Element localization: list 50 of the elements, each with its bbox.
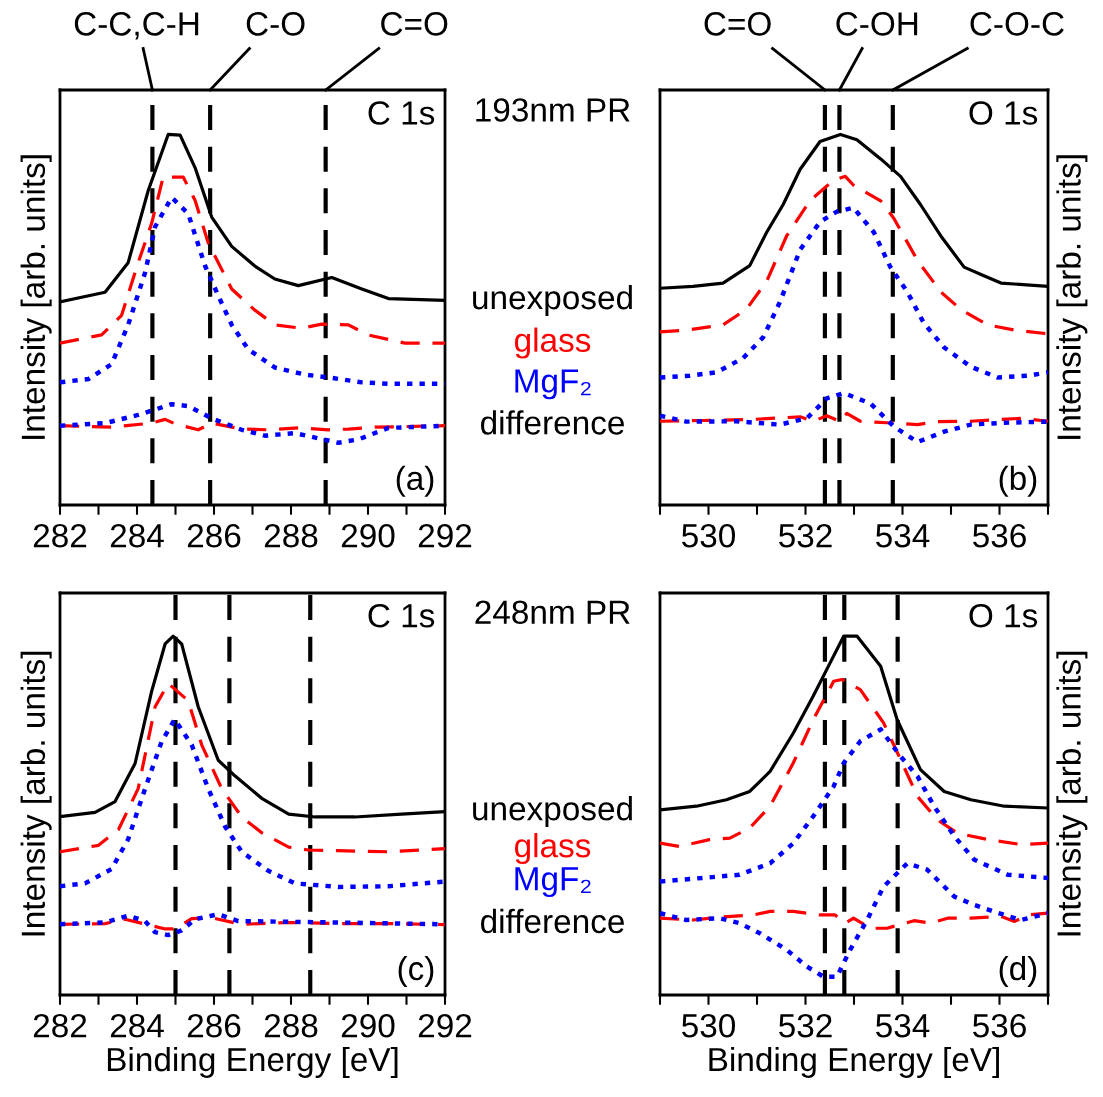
x-tick-label: 292 xyxy=(418,523,472,548)
text: glass xyxy=(514,833,591,865)
text: glass xyxy=(514,327,591,359)
annotation: (b) xyxy=(999,465,1037,497)
x-tick-label: 530 xyxy=(682,1013,736,1038)
chart-title: C 1s xyxy=(368,603,435,628)
ref-line-label: C=O xyxy=(381,12,448,36)
x-tick-label: 290 xyxy=(341,1013,395,1038)
ref-line-label: C-O xyxy=(246,12,305,36)
text: difference xyxy=(481,908,624,934)
x-tick-label: 530 xyxy=(682,523,736,548)
ref-line-label: C-OH xyxy=(836,12,918,36)
text: 193nm PR xyxy=(476,98,630,122)
y-axis-title: Intensity [arb. units] xyxy=(1056,155,1088,439)
x-tick-label: 284 xyxy=(110,523,164,548)
x-tick-label: 536 xyxy=(973,523,1026,548)
x-tick-label: 284 xyxy=(110,1013,164,1038)
x-tick-label: 290 xyxy=(341,523,395,548)
x-tick-label: 536 xyxy=(973,1013,1026,1038)
x-tick-label: 534 xyxy=(876,523,930,548)
chart-title: O 1s xyxy=(969,101,1038,125)
text: MgF₂ xyxy=(515,867,591,898)
chart-title: O 1s xyxy=(969,603,1038,628)
ref-line-label: C-C,C-H xyxy=(74,12,199,40)
x-axis-title: Binding Energy [eV] xyxy=(709,1046,999,1078)
x-tick-label: 282 xyxy=(33,1013,87,1038)
x-tick-label: 288 xyxy=(264,523,318,548)
text: MgF₂ xyxy=(515,369,591,400)
annotation: (d) xyxy=(999,955,1037,987)
x-tick-label: 532 xyxy=(779,1013,832,1038)
y-axis-title: Intensity [arb. units] xyxy=(20,155,52,439)
x-tick-label: 534 xyxy=(876,1013,930,1038)
x-tick-label: 286 xyxy=(187,523,241,548)
x-tick-label: 532 xyxy=(779,523,832,548)
x-axis-title: Binding Energy [eV] xyxy=(107,1046,398,1078)
chart-title: C 1s xyxy=(368,101,435,125)
y-axis-title: Intensity [arb. units] xyxy=(20,651,52,936)
x-tick-label: 286 xyxy=(187,1013,241,1038)
x-tick-label: 292 xyxy=(418,1013,472,1038)
x-tick-label: 282 xyxy=(33,523,87,548)
annotation: (a) xyxy=(396,465,434,497)
annotation: (c) xyxy=(398,955,434,987)
series-label: unexposed xyxy=(473,796,632,828)
y-axis-title: Intensity [arb. units] xyxy=(1056,651,1088,936)
x-tick-label: 288 xyxy=(264,1013,318,1038)
ref-line-label: C-O-C xyxy=(970,12,1064,36)
text: difference xyxy=(481,410,624,435)
series-label: unexposed xyxy=(473,284,632,316)
ref-line-label: C=O xyxy=(704,12,771,36)
text: 248nm PR xyxy=(475,600,630,625)
